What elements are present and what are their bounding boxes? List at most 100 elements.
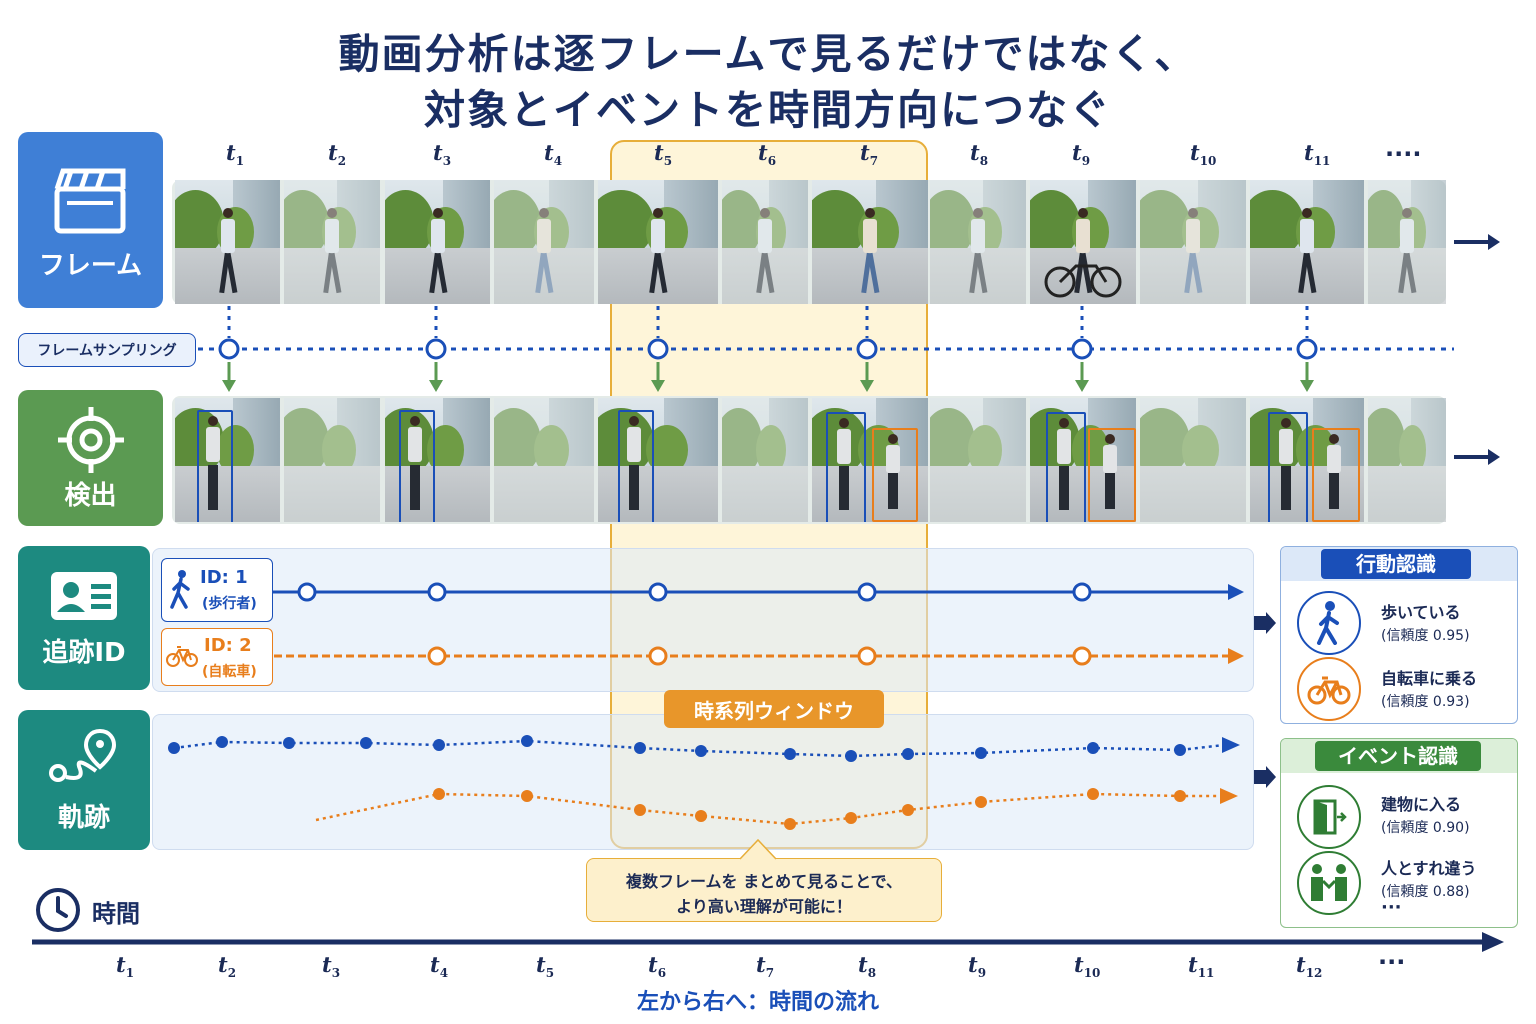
frame-thumb bbox=[812, 180, 928, 304]
door-enter-icon bbox=[1313, 799, 1347, 835]
page-title-line2: 対象とイベントを時間方向につなぐ bbox=[424, 86, 1112, 134]
detect-thumb bbox=[812, 398, 928, 522]
sampling-label-box: フレームサンプリング bbox=[18, 333, 196, 367]
person-figure bbox=[627, 416, 641, 514]
action-panel-title: 行動認識 bbox=[1321, 549, 1471, 579]
detect-thumb bbox=[494, 398, 594, 522]
sampling-connectors bbox=[198, 306, 1454, 392]
frame-thumb bbox=[1030, 180, 1136, 304]
to-event-arrow bbox=[1254, 766, 1276, 788]
row-label-detect-text: 検出 bbox=[64, 480, 117, 511]
bicycle-icon bbox=[166, 646, 198, 667]
top-time-label: t4 bbox=[544, 140, 563, 169]
bicycle-icon bbox=[1307, 676, 1351, 705]
person-figure bbox=[649, 208, 668, 296]
frame-thumb bbox=[385, 180, 490, 304]
event-item-1-conf: (信頼度 0.90) bbox=[1381, 820, 1470, 836]
detect-box-person bbox=[197, 410, 233, 522]
flow-caption: 左から右へ：時間の流れ bbox=[636, 990, 879, 1015]
detect-thumb bbox=[598, 398, 718, 522]
row-label-track: 追跡ID bbox=[18, 546, 150, 690]
route-pin-icon bbox=[49, 728, 117, 782]
person-figure bbox=[837, 418, 851, 514]
person-figure bbox=[756, 208, 775, 296]
frame-thumb bbox=[1250, 180, 1364, 304]
bottom-time-label: t10 bbox=[1074, 952, 1101, 981]
bottom-time-label: t2 bbox=[218, 952, 237, 981]
detect-box-bicycle bbox=[1088, 428, 1136, 522]
top-time-label: t11 bbox=[1304, 140, 1331, 169]
track-band-bg bbox=[152, 548, 1254, 692]
person-figure bbox=[535, 208, 554, 296]
id2-label: ID: 2 bbox=[204, 635, 252, 656]
top-time-label: t5 bbox=[654, 140, 673, 169]
detect-thumb bbox=[175, 398, 280, 522]
id-card-icon bbox=[51, 571, 117, 620]
frame-thumb bbox=[722, 180, 808, 304]
event-item-1-label: 建物に入る bbox=[1381, 795, 1462, 814]
person-figure bbox=[861, 208, 880, 296]
detect-box-person bbox=[826, 412, 866, 522]
bottom-time-label: t5 bbox=[536, 952, 555, 981]
target-icon bbox=[57, 406, 124, 473]
window-label: 時系列ウィンドウ bbox=[694, 698, 854, 723]
top-time-label: t9 bbox=[1072, 140, 1091, 169]
callout-line1: 複数フレームを まとめて見ることで、 bbox=[626, 872, 902, 891]
action-item-1-label: 歩いている bbox=[1381, 603, 1461, 622]
person-figure bbox=[1279, 418, 1293, 514]
person-figure bbox=[1057, 418, 1071, 514]
id1-badge: ID: 1 (歩行者) bbox=[161, 558, 273, 622]
time-axis bbox=[32, 932, 1504, 952]
detect-thumb bbox=[385, 398, 490, 522]
sampling-label: フレームサンプリング bbox=[37, 343, 177, 359]
event-panel: イベント認識 建物に入る (信頼度 0.90) 人とすれ違う (信頼度 0.88… bbox=[1280, 738, 1518, 928]
person-figure bbox=[428, 208, 447, 296]
frame-thumb bbox=[598, 180, 718, 304]
row-label-detect: 検出 bbox=[18, 390, 163, 526]
action-item-2-conf: (信頼度 0.93) bbox=[1381, 694, 1470, 710]
detect-thumb bbox=[1250, 398, 1364, 522]
time-label: 時間 bbox=[92, 900, 140, 928]
row-label-trajectory-text: 軌跡 bbox=[57, 802, 110, 833]
person-figure bbox=[218, 208, 237, 296]
detect-thumb bbox=[722, 398, 808, 522]
person-figure bbox=[886, 434, 900, 512]
row-label-frame-text: フレーム bbox=[38, 250, 143, 281]
frame-thumb bbox=[175, 180, 280, 304]
person-figure bbox=[1298, 208, 1317, 296]
clapperboard-icon bbox=[54, 168, 125, 233]
top-time-label: t6 bbox=[758, 140, 777, 169]
person-figure bbox=[1398, 208, 1417, 296]
track-lines bbox=[272, 582, 1244, 666]
row-label-frame: フレーム bbox=[18, 132, 163, 308]
event-panel-title: イベント認識 bbox=[1315, 741, 1481, 771]
bicycle-in-frame bbox=[1044, 264, 1122, 298]
walking-person-icon bbox=[170, 570, 190, 609]
top-ellipsis: ···· bbox=[1385, 140, 1422, 168]
detect-box-person bbox=[399, 410, 435, 522]
row-label-track-text: 追跡ID bbox=[42, 637, 126, 668]
callout-line2: より高い理解が可能に！ bbox=[676, 897, 852, 916]
bottom-time-label: t6 bbox=[648, 952, 667, 981]
bottom-time-label: t12 bbox=[1296, 952, 1323, 981]
walking-person-icon bbox=[1317, 601, 1339, 645]
action-item-2-label: 自転車に乗る bbox=[1381, 669, 1478, 688]
top-time-label: t1 bbox=[226, 140, 245, 169]
detect-thumb bbox=[1140, 398, 1246, 522]
walking-icon-circle bbox=[1297, 591, 1361, 655]
bottom-time-label: t1 bbox=[116, 952, 135, 981]
id2-sub: (自転車) bbox=[202, 664, 257, 680]
frame-thumb bbox=[494, 180, 594, 304]
people-passing-icon bbox=[1311, 864, 1347, 901]
detect-thumb bbox=[930, 398, 1026, 522]
top-time-label: t7 bbox=[860, 140, 879, 169]
to-action-arrow bbox=[1254, 612, 1276, 634]
bicycle-icon-circle bbox=[1297, 657, 1361, 721]
person-figure bbox=[1327, 434, 1341, 512]
pass-people-icon-circle bbox=[1297, 851, 1361, 915]
callout-pointer bbox=[739, 838, 777, 860]
row-label-trajectory: 軌跡 bbox=[18, 710, 150, 850]
person-figure bbox=[408, 416, 422, 514]
window-label-box: 時系列ウィンドウ bbox=[664, 690, 884, 728]
bottom-time-label: t8 bbox=[858, 952, 877, 981]
